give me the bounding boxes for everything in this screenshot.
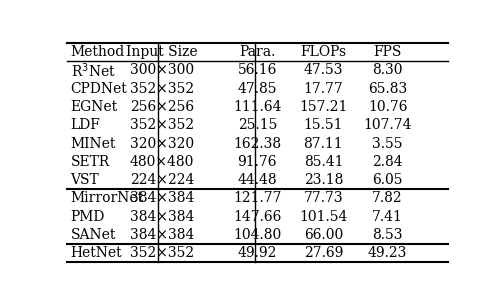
Text: CPDNet: CPDNet xyxy=(70,82,127,96)
Text: 101.54: 101.54 xyxy=(299,210,347,224)
Text: Input Size: Input Size xyxy=(126,45,197,59)
Text: 107.74: 107.74 xyxy=(363,118,411,132)
Text: 157.21: 157.21 xyxy=(299,100,347,114)
Text: 25.15: 25.15 xyxy=(237,118,277,132)
Text: 56.16: 56.16 xyxy=(237,63,277,77)
Text: 87.11: 87.11 xyxy=(303,136,343,151)
Text: 66.00: 66.00 xyxy=(303,228,342,242)
Text: VST: VST xyxy=(70,173,99,187)
Text: 384×384: 384×384 xyxy=(130,191,194,206)
Text: 352×352: 352×352 xyxy=(130,246,193,260)
Text: HetNet: HetNet xyxy=(70,246,122,260)
Text: 320×320: 320×320 xyxy=(130,136,193,151)
Text: 17.77: 17.77 xyxy=(303,82,343,96)
Text: MirrorNet: MirrorNet xyxy=(70,191,143,206)
Text: 8.53: 8.53 xyxy=(372,228,402,242)
Text: 384×384: 384×384 xyxy=(130,210,194,224)
Text: 49.23: 49.23 xyxy=(367,246,406,260)
Text: MINet: MINet xyxy=(70,136,116,151)
Text: FPS: FPS xyxy=(373,45,401,59)
Text: 65.83: 65.83 xyxy=(367,82,406,96)
Text: PMD: PMD xyxy=(70,210,105,224)
Text: 104.80: 104.80 xyxy=(232,228,281,242)
Text: 3.55: 3.55 xyxy=(372,136,402,151)
Text: 44.48: 44.48 xyxy=(237,173,277,187)
Text: 147.66: 147.66 xyxy=(232,210,281,224)
Text: 352×352: 352×352 xyxy=(130,82,193,96)
Text: 6.05: 6.05 xyxy=(372,173,402,187)
Text: FLOPs: FLOPs xyxy=(300,45,346,59)
Text: 7.41: 7.41 xyxy=(371,210,402,224)
Text: R$^3$Net: R$^3$Net xyxy=(70,61,115,80)
Text: 47.85: 47.85 xyxy=(237,82,277,96)
Text: EGNet: EGNet xyxy=(70,100,117,114)
Text: LDF: LDF xyxy=(70,118,100,132)
Text: 256×256: 256×256 xyxy=(130,100,193,114)
Text: 2.84: 2.84 xyxy=(372,155,402,169)
Text: 49.92: 49.92 xyxy=(237,246,277,260)
Text: 480×480: 480×480 xyxy=(130,155,194,169)
Text: SETR: SETR xyxy=(70,155,110,169)
Text: 77.73: 77.73 xyxy=(303,191,343,206)
Text: SANet: SANet xyxy=(70,228,116,242)
Text: 121.77: 121.77 xyxy=(232,191,281,206)
Text: 224×224: 224×224 xyxy=(130,173,194,187)
Text: 162.38: 162.38 xyxy=(233,136,281,151)
Text: Para.: Para. xyxy=(238,45,275,59)
Text: 47.53: 47.53 xyxy=(303,63,343,77)
Text: 27.69: 27.69 xyxy=(303,246,342,260)
Text: 8.30: 8.30 xyxy=(372,63,402,77)
Text: 15.51: 15.51 xyxy=(303,118,343,132)
Text: 23.18: 23.18 xyxy=(303,173,342,187)
Text: 111.64: 111.64 xyxy=(232,100,281,114)
Text: 384×384: 384×384 xyxy=(130,228,194,242)
Text: Method: Method xyxy=(70,45,125,59)
Text: 10.76: 10.76 xyxy=(367,100,406,114)
Text: 91.76: 91.76 xyxy=(237,155,277,169)
Text: 85.41: 85.41 xyxy=(303,155,343,169)
Text: 300×300: 300×300 xyxy=(130,63,193,77)
Text: 352×352: 352×352 xyxy=(130,118,193,132)
Text: 7.82: 7.82 xyxy=(372,191,402,206)
